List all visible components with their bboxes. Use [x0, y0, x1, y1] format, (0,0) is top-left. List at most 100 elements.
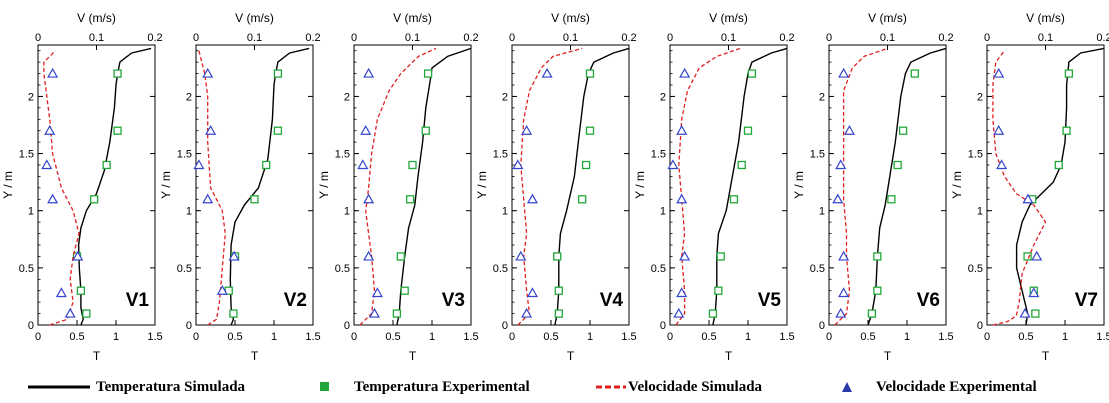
- temperatura-experimental-point: [554, 286, 563, 295]
- panel-label: V3: [442, 290, 465, 311]
- velocidade-experimental-point: [202, 193, 214, 204]
- temperatura-experimental-point: [408, 160, 417, 170]
- velocidade-experimental-point: [1028, 287, 1040, 298]
- panel-label: V1: [126, 290, 150, 311]
- bottom-tick-label: 0: [35, 331, 41, 343]
- legend-solid-line-icon: [28, 385, 90, 389]
- bottom-tick-label: 1.5: [621, 331, 636, 343]
- velocidade-experimental-point: [676, 287, 688, 298]
- y-tick-label: 0: [819, 320, 825, 332]
- top-tick-label: 0.2: [305, 32, 320, 44]
- bottom-tick-label: 0: [826, 331, 832, 343]
- bottom-tick-label: 0.5: [385, 331, 400, 343]
- velocidade-simulada-line: [198, 50, 226, 326]
- temperatura-experimental-point: [406, 195, 415, 204]
- temperatura-experimental-point: [396, 252, 405, 261]
- velocidade-experimental-point: [838, 287, 850, 298]
- temperatura-experimental-point: [76, 286, 86, 295]
- panel-label: V7: [1075, 290, 1098, 311]
- y-tick-label: 0: [186, 320, 192, 332]
- y-tick-label: 1.5: [177, 149, 192, 161]
- temperatura-experimental-point: [1064, 69, 1074, 78]
- bottom-tick-label: 1.5: [1096, 331, 1109, 343]
- y-tick-label: 1.5: [19, 149, 34, 161]
- velocidade-experimental-point: [44, 124, 56, 135]
- y-axis-title: Y / m: [317, 171, 331, 199]
- top-tick-label: 0: [35, 32, 41, 44]
- y-tick-label: 1.5: [335, 149, 350, 161]
- y-tick-label: 1: [186, 206, 192, 218]
- y-tick-label: 1: [344, 206, 350, 218]
- temperatura-experimental-point: [273, 126, 283, 135]
- panel-label: V4: [600, 290, 624, 311]
- bottom-axis-title: T: [1042, 349, 1050, 363]
- top-tick-label: 0.1: [721, 32, 736, 44]
- top-tick-label: 0.1: [563, 32, 578, 44]
- velocidade-experimental-point: [676, 124, 688, 135]
- panel-v6: 0 0.5 1 1.5 2 0 0.5 1 1.5 0 0.1 0.2 V (m/s) T Y / m V6: [792, 11, 954, 363]
- top-tick-label: 0.1: [880, 32, 895, 44]
- velocidade-experimental-point: [512, 159, 524, 170]
- velocidade-experimental-point: [526, 193, 539, 204]
- velocidade-experimental-point: [996, 159, 1008, 170]
- bottom-tick-label: 0: [984, 331, 990, 343]
- velocidade-experimental-point: [835, 159, 847, 170]
- top-tick-label: 0: [826, 32, 832, 44]
- top-tick-label: 0: [984, 32, 990, 44]
- legend-square-icon: [320, 382, 329, 391]
- temperatura-experimental-point: [90, 195, 99, 204]
- panel-v2: 0 0.5 1 1.5 2 0 0.5 1 1.5 0 0.1 0.2 V (m/s) T Y / m V2: [159, 11, 321, 363]
- top-axis-title: V (m/s): [709, 11, 748, 25]
- y-tick-label: 1: [819, 206, 825, 218]
- y-tick-label: 0: [660, 320, 666, 332]
- temperatura-experimental-point: [743, 126, 753, 135]
- temperatura-experimental-point: [873, 286, 882, 295]
- temperatura-simulada-line: [867, 47, 947, 326]
- temperatura-experimental-point: [82, 309, 91, 318]
- temperatura-simulada-line: [229, 47, 310, 326]
- y-tick-label: 1.5: [651, 149, 666, 161]
- bottom-tick-label: 1: [904, 331, 910, 343]
- bottom-tick-label: 1.5: [779, 331, 794, 343]
- top-tick-label: 0.1: [247, 32, 262, 44]
- plot-frame: [37, 44, 156, 326]
- velocidade-experimental-point: [363, 250, 375, 261]
- temperatura-experimental-point: [729, 195, 739, 204]
- temperatura-experimental-point: [887, 195, 896, 204]
- y-tick-label: 2: [502, 91, 508, 103]
- y-tick-label: 2: [977, 91, 983, 103]
- velocidade-experimental-point: [1022, 193, 1034, 204]
- velocidade-simulada-line: [43, 50, 80, 326]
- top-tick-label: 0: [193, 32, 199, 44]
- y-tick-label: 0.5: [968, 263, 983, 275]
- bottom-tick-label: 1: [429, 331, 435, 343]
- temperatura-experimental-point: [102, 160, 111, 170]
- velocidade-simulada-line: [517, 47, 583, 326]
- temperatura-experimental-point: [910, 69, 919, 78]
- velocidade-experimental-point: [205, 124, 217, 135]
- legend-item-velocidade-experimental: Velocidade Experimental: [840, 374, 1037, 400]
- velocidade-experimental-point: [838, 250, 850, 261]
- top-tick-label: 0: [351, 32, 357, 44]
- temperatura-simulada-line: [396, 47, 472, 326]
- velocidade-experimental-point: [368, 307, 381, 318]
- bottom-tick-label: 0.5: [69, 331, 84, 343]
- bottom-tick-label: 0: [351, 331, 357, 343]
- bottom-tick-label: 0: [667, 331, 673, 343]
- temperatura-experimental-point: [421, 126, 430, 135]
- top-axis-title: V (m/s): [551, 11, 590, 25]
- legend-item-temperatura-simulada: Temperatura Simulada: [28, 374, 245, 400]
- top-tick-label: 0: [667, 32, 673, 44]
- temperatura-simulada-line: [77, 47, 152, 326]
- bottom-tick-label: 1.5: [938, 331, 953, 343]
- bottom-tick-label: 1: [745, 331, 751, 343]
- bottom-tick-label: 1.5: [463, 331, 478, 343]
- y-tick-label: 0.5: [19, 263, 34, 275]
- y-tick-label: 0.5: [810, 263, 825, 275]
- plot-frame: [511, 44, 630, 326]
- top-axis-title: V (m/s): [1026, 11, 1065, 25]
- plot-frame: [828, 44, 947, 326]
- velocidade-experimental-point: [228, 250, 240, 261]
- y-tick-label: 1: [28, 206, 34, 218]
- panel-label: V2: [284, 290, 307, 311]
